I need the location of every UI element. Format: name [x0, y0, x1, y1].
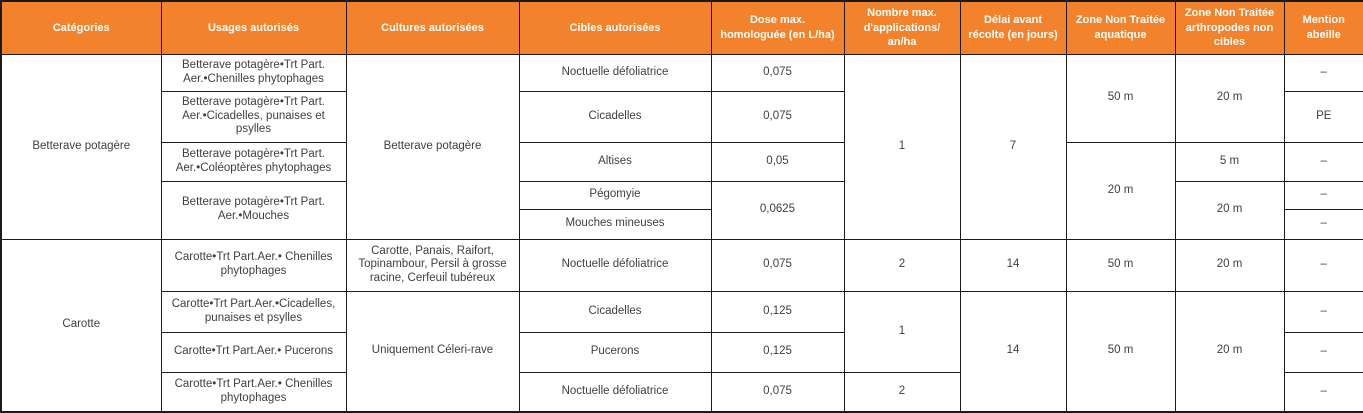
cell-dose: 0,075	[710, 371, 845, 413]
col-header-dose: Dose max. homologuée (en L/ha)	[710, 0, 845, 55]
table-row: Carotte•Trt Part.Aer.• Pucerons Pucerons…	[1, 331, 1363, 373]
table-row: Carotte•Trt Part.Aer.•Cicadelles, punais…	[1, 290, 1363, 413]
cell-usage: Betterave potagère•Trt Part. Aer.•Mouche…	[160, 180, 347, 240]
cell-delai: 7	[959, 53, 1067, 240]
cell-culture: Carotte, Panais, Raifort, Topinambour, P…	[345, 238, 520, 292]
table-row: Betterave potagère•Trt Part. Aer.•Cicade…	[1, 90, 1363, 143]
cell-usage: Betterave potagère•Trt Part. Aer.•Coléop…	[160, 141, 347, 182]
cell-mention-abeille: –	[1283, 331, 1363, 373]
cell-usage: Betterave potagère•Trt Part. Aer.•Cicade…	[160, 90, 347, 143]
cell-delai: 14	[959, 238, 1067, 292]
cell-znt-arthropodes: 20 m	[1174, 53, 1285, 143]
table-header: Catégories Usages autorisés Cultures aut…	[0, 0, 1363, 55]
cell-cible: Noctuelle défoliatrice	[518, 238, 712, 292]
cell-znt-arthropodes: 20 m	[1174, 238, 1285, 292]
cell-mention-abeille: –	[1283, 238, 1363, 292]
cell-znt-arthropodes: 20 m	[1174, 290, 1285, 413]
header-row: Catégories Usages autorisés Cultures aut…	[0, 0, 1363, 55]
table-row: Carotte•Trt Part.Aer.• Chenilles phytoph…	[1, 371, 1363, 413]
cell-mention-abeille: –	[1283, 141, 1363, 182]
cell-mention-abeille: –	[1283, 371, 1363, 413]
table-row: Betterave potagère Betterave potagère•Tr…	[0, 53, 1363, 240]
cell-cible: Noctuelle défoliatrice	[518, 371, 712, 413]
cell-applications: 2	[843, 371, 961, 413]
cell-mention-abeille: PE	[1283, 90, 1363, 143]
col-header-znt-arthropodes: Zone Non Traitée arthropodes non cibles	[1174, 0, 1285, 55]
cell-mention-abeille: –	[1283, 290, 1363, 333]
cell-znt-aquatique: 20 m	[1065, 141, 1176, 240]
col-header-categories: Catégories	[0, 0, 162, 55]
table-body: Betterave potagère Betterave potagère•Tr…	[0, 53, 1363, 413]
cell-dose: 0,0625	[710, 180, 845, 240]
col-header-delai: Délai avant récolte (en jours)	[959, 0, 1067, 55]
cell-mention-abeille: –	[1283, 208, 1363, 240]
cell-cible: Pucerons	[518, 331, 712, 373]
table-row: Carotte Carotte•Trt Part.Aer.• Chenilles…	[0, 238, 1363, 413]
col-header-mention-abeille: Mention abeille	[1283, 0, 1363, 55]
cell-znt-aquatique: 50 m	[1065, 290, 1176, 413]
cell-usage: Betterave potagère•Trt Part. Aer.•Chenil…	[160, 53, 347, 92]
cell-usage: Carotte•Trt Part.Aer.• Chenilles phytoph…	[160, 371, 347, 413]
table-row: Mouches mineuses –	[1, 208, 1363, 240]
cell-category: Betterave potagère	[0, 53, 162, 240]
cell-cible: Mouches mineuses	[518, 208, 712, 240]
cell-znt-arthropodes: 5 m	[1174, 141, 1285, 182]
cell-cible: Cicadelles	[518, 290, 712, 333]
cell-usage: Carotte•Trt Part.Aer.•Cicadelles, punais…	[160, 290, 347, 333]
cell-znt-aquatique: 50 m	[1065, 53, 1176, 143]
cell-culture: Betterave potagère	[345, 53, 520, 240]
cell-dose: 0,075	[710, 238, 845, 292]
col-header-cibles: Cibles autorisées	[518, 0, 712, 55]
table-row: Betterave potagère•Trt Part. Aer.•Coléop…	[1, 141, 1363, 240]
cell-applications: 2	[843, 238, 961, 292]
cell-cible: Noctuelle défoliatrice	[518, 53, 712, 92]
col-header-applications: Nombre max. d'applications/ an/ha	[843, 0, 961, 55]
cell-culture: Uniquement Céleri-rave	[345, 290, 520, 413]
col-header-znt-aquatique: Zone Non Traitée aquatique	[1065, 0, 1176, 55]
cell-applications: 1	[843, 53, 961, 240]
cell-usage: Carotte•Trt Part.Aer.• Chenilles phytoph…	[160, 238, 347, 292]
cell-delai: 14	[959, 290, 1067, 413]
cell-znt-arthropodes: 20 m	[1174, 180, 1285, 240]
cell-usage: Carotte•Trt Part.Aer.• Pucerons	[160, 331, 347, 373]
cell-znt-aquatique: 50 m	[1065, 238, 1176, 292]
cell-dose: 0,075	[710, 90, 845, 143]
cell-cible: Altises	[518, 141, 712, 182]
cell-applications: 1	[843, 290, 961, 373]
cell-mention-abeille: –	[1283, 180, 1363, 210]
cell-dose: 0,125	[710, 331, 845, 373]
cell-cible: Pégomyie	[518, 180, 712, 210]
col-header-usages: Usages autorisés	[160, 0, 347, 55]
cell-cible: Cicadelles	[518, 90, 712, 143]
cell-category: Carotte	[0, 238, 162, 413]
cell-mention-abeille: –	[1283, 53, 1363, 92]
cell-dose: 0,05	[710, 141, 845, 182]
cell-dose: 0,125	[710, 290, 845, 333]
table-row: Betterave potagère•Trt Part. Aer.•Mouche…	[1, 180, 1363, 240]
col-header-cultures: Cultures autorisées	[345, 0, 520, 55]
cell-dose: 0,075	[710, 53, 845, 92]
